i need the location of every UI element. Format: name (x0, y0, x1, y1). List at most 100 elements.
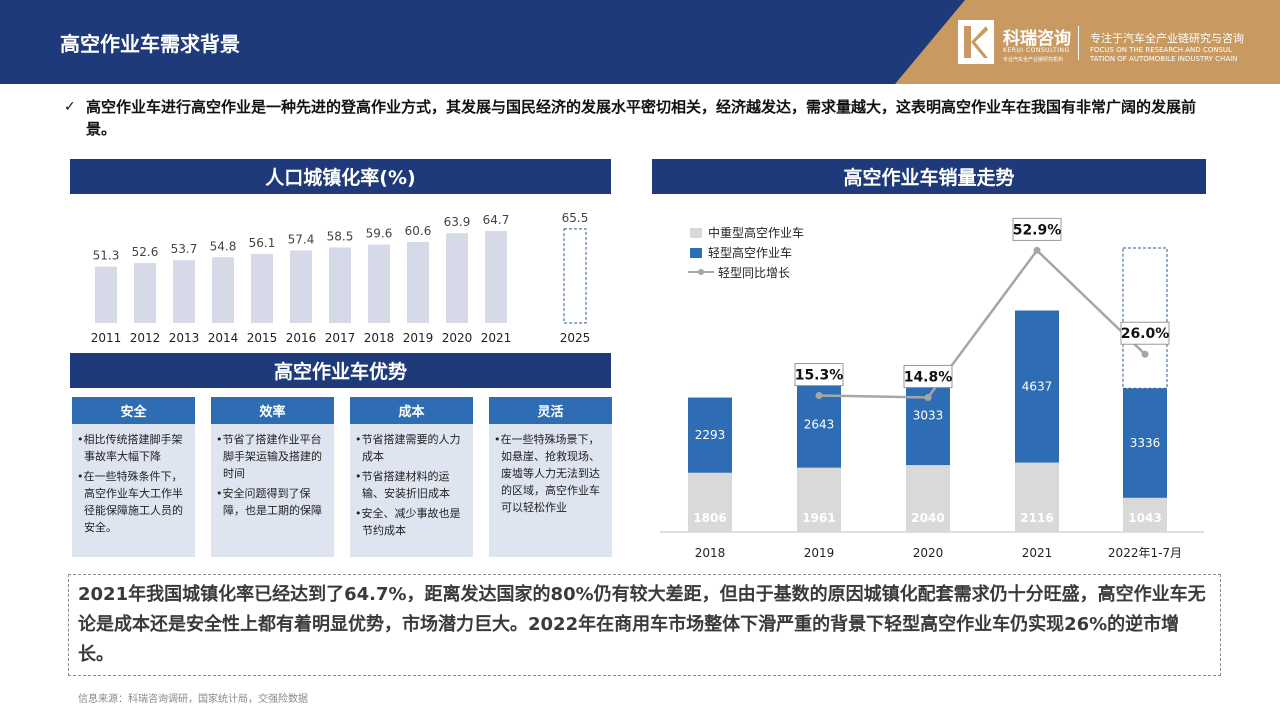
sales-year-label: 2019 (804, 546, 835, 560)
heavy-value-label: 1806 (693, 511, 726, 525)
legend-label: 中重型高空作业车 (708, 225, 804, 240)
brand-name: 科瑞咨询 (1003, 29, 1071, 49)
urban-value-label: 59.6 (366, 227, 393, 241)
advantage-card-title: 成本 (350, 397, 473, 424)
urban-bar (329, 247, 351, 323)
growth-label: 52.9% (1013, 222, 1062, 238)
growth-label-box (1012, 217, 1062, 241)
urban-year-label: 2016 (286, 331, 317, 345)
intro-text: 高空作业车进行高空作业是一种先进的登高作业方式，其发展与国民经济的发展水平密切相… (86, 98, 1197, 138)
urban-value-label: 58.5 (327, 229, 354, 243)
urban-year-label: 2018 (364, 331, 395, 345)
urban-bar (368, 244, 390, 323)
growth-label-box (1120, 321, 1170, 345)
urban-value-label: 53.7 (171, 242, 198, 256)
light-value-label: 2643 (804, 417, 835, 431)
advantage-card-body: 节省了搭建作业平台脚手架运输及搭建的时间安全问题得到了保障，也是工期的保障 (211, 424, 334, 557)
urban-chart-title: 人口城镇化率(%) (70, 159, 611, 194)
sales-bar-heavy (688, 472, 732, 532)
urban-year-label: 2025 (560, 331, 591, 345)
advantage-item: 在一些特殊场景下，如悬崖、抢救现场、废墟等人力无法到达的区域，高空作业车可以轻松… (494, 431, 608, 516)
urban-value-label: 65.5 (562, 211, 589, 225)
advantage-card-title: 安全 (72, 397, 195, 424)
advantages-title: 高空作业车优势 (70, 353, 611, 388)
urban-year-label: 2013 (169, 331, 200, 345)
urban-value-label: 54.8 (210, 239, 237, 253)
light-value-label: 3336 (1130, 436, 1161, 450)
intro-paragraph: ✓ 高空作业车进行高空作业是一种先进的登高作业方式，其发展与国民经济的发展水平密… (64, 96, 1224, 140)
growth-label: 15.3% (795, 368, 844, 384)
sales-year-label: 2018 (695, 546, 726, 560)
urban-bar-forecast (563, 228, 587, 324)
urban-year-label: 2017 (325, 331, 356, 345)
advantage-card-body: 相比传统搭建脚手架事故率大幅下降在一些特殊条件下，高空作业车大工作半径能保障施工… (72, 424, 195, 557)
advantage-item: 相比传统搭建脚手架事故率大幅下降 (77, 431, 191, 465)
urban-bar (407, 241, 429, 323)
growth-label: 14.8% (904, 369, 953, 385)
legend-label: 轻型高空作业车 (708, 245, 792, 260)
urban-bar (446, 233, 468, 323)
slogan-chinese: 专注于汽车全产业链研究与咨询 (1090, 32, 1244, 45)
light-value-label: 4637 (1022, 380, 1053, 394)
growth-point (815, 392, 823, 400)
light-value-label: 3033 (913, 408, 944, 422)
urban-value-label: 52.6 (132, 245, 159, 259)
page-title: 高空作业车需求背景 (60, 32, 240, 56)
advantage-card-body: 在一些特殊场景下，如悬崖、抢救现场、废墟等人力无法到达的区域，高空作业车可以轻松… (489, 424, 612, 557)
sales-bar-heavy (1123, 497, 1167, 532)
urban-bar (95, 266, 117, 323)
advantage-item: 节省搭建需要的人力成本 (355, 431, 469, 465)
sales-year-label: 2022年1-7月 (1108, 546, 1182, 560)
urbanization-bar-chart: 51.3 2011 52.6 2012 53.7 2013 54.8 2014 56.1 2015… (91, 211, 591, 345)
kerui-logo-icon (958, 20, 994, 64)
legend-line-marker (698, 269, 704, 275)
sales-forecast-box (1122, 247, 1168, 389)
summary-box: 2021年我国城镇化率已经达到了64.7%，距离发达国家的80%仍有较大差距，但… (68, 574, 1221, 676)
urban-bar (290, 250, 312, 323)
legend-swatch (690, 248, 702, 258)
advantage-item: 节省搭建材料的运输、安装折旧成本 (355, 468, 469, 502)
check-icon: ✓ (64, 99, 76, 115)
sales-bar-light (688, 397, 732, 473)
urban-bar (251, 253, 273, 323)
brand-english: KERUI CONSULTING (1003, 47, 1070, 54)
heavy-value-label: 2116 (1020, 511, 1053, 525)
urban-bar (485, 231, 507, 323)
advantage-item: 在一些特殊条件下，高空作业车大工作半径能保障施工人员的安全。 (77, 468, 191, 536)
urban-year-label: 2014 (208, 331, 239, 345)
urban-value-label: 63.9 (444, 215, 471, 229)
growth-line (818, 248, 1146, 399)
urban-year-label: 2015 (247, 331, 278, 345)
urban-bar (212, 257, 234, 323)
advantage-item: 安全、减少事故也是节约成本 (355, 505, 469, 539)
urban-value-label: 56.1 (249, 236, 276, 250)
growth-label: 26.0% (1121, 326, 1170, 342)
growth-point (924, 393, 932, 401)
legend-swatch (690, 228, 702, 238)
slogan-english-line1: FOCUS ON THE RESEARCH AND CONSUL (1090, 46, 1232, 54)
sales-bar-heavy (1015, 462, 1059, 532)
growth-label-box (903, 364, 953, 388)
advantage-card-title: 效率 (211, 397, 334, 424)
advantage-card-body: 节省搭建需要的人力成本节省搭建材料的运输、安装折旧成本安全、减少事故也是节约成本 (350, 424, 473, 557)
advantage-card-title: 灵活 (489, 397, 612, 424)
urban-year-label: 2020 (442, 331, 473, 345)
urban-value-label: 60.6 (405, 224, 432, 238)
advantage-item: 节省了搭建作业平台脚手架运输及搭建的时间 (216, 431, 330, 482)
urban-year-label: 2012 (130, 331, 161, 345)
sales-bar-light (1015, 310, 1059, 463)
sales-chart-title: 高空作业车销量走势 (652, 159, 1206, 194)
legend-label: 轻型同比增长 (718, 266, 790, 280)
heavy-value-label: 2040 (911, 511, 944, 525)
slogan-english-line2: TATION OF AUTOMOBILE INDUSTRY CHAIN (1090, 55, 1238, 63)
growth-point (1033, 246, 1041, 254)
urban-year-label: 2021 (481, 331, 512, 345)
advantage-item: 安全问题得到了保障，也是工期的保障 (216, 485, 330, 519)
sales-bar-heavy (906, 465, 950, 532)
urban-year-label: 2019 (403, 331, 434, 345)
sales-year-label: 2021 (1022, 546, 1053, 560)
growth-label-box (794, 363, 844, 387)
source-note: 信息来源：科瑞咨询调研，国家统计局，交强险数据 (78, 694, 308, 705)
sales-bar-light (1123, 388, 1167, 498)
